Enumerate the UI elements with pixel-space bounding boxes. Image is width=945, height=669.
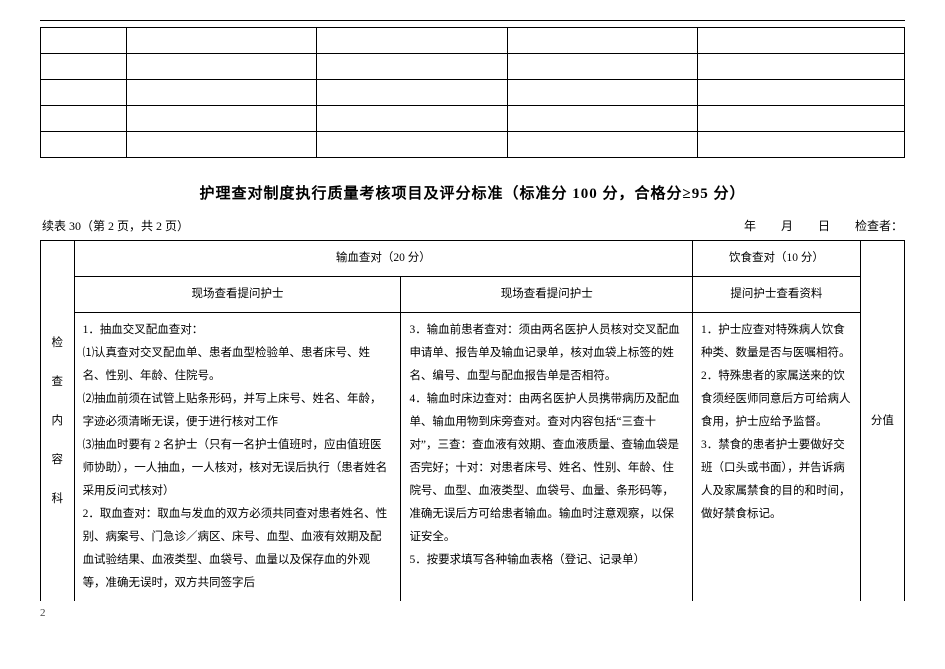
page-number: 2 (40, 607, 905, 619)
empty-cell (127, 132, 317, 158)
side-header-vertical: 检 查 内 容 科 (41, 241, 75, 602)
subheader-3: 提问护士查看资料 (692, 277, 860, 313)
empty-cell (41, 80, 127, 106)
score-header: 分值 (860, 241, 904, 602)
subheader-1: 现场查看提问护士 (74, 277, 401, 313)
content-col-c: 1．护士应查对特殊病人饮食种类、数量是否与医嘱相符。 2．特殊患者的家属送来的饮… (692, 313, 860, 602)
empty-cell (317, 132, 507, 158)
meta-month: 月 (781, 219, 793, 233)
meta-left: 续表 30（第 2 页，共 2 页） (42, 217, 189, 234)
blood-section-header: 输血查对（20 分） (74, 241, 692, 277)
empty-cell (697, 106, 904, 132)
empty-cell (317, 80, 507, 106)
empty-cell (697, 132, 904, 158)
empty-cell (697, 28, 904, 54)
empty-cell (507, 132, 697, 158)
empty-cell (41, 54, 127, 80)
subheader-2: 现场查看提问护士 (401, 277, 693, 313)
empty-cell (507, 80, 697, 106)
empty-cell (507, 106, 697, 132)
empty-cell (127, 28, 317, 54)
assessment-table: 检 查 内 容 科 输血查对（20 分） 饮食查对（10 分） 分值 现场查看提… (40, 240, 905, 601)
content-col-a: 1．抽血交叉配血查对： ⑴认真查对交叉配血单、患者血型检验单、患者床号、姓名、性… (74, 313, 401, 602)
document-title: 护理查对制度执行质量考核项目及评分标准（标准分 100 分，合格分≥95 分） (40, 182, 905, 203)
empty-cell (317, 106, 507, 132)
empty-grid-table (40, 27, 905, 158)
empty-cell (127, 80, 317, 106)
meta-day: 日 (818, 219, 830, 233)
content-col-b: 3．输血前患者查对：须由两名医护人员核对交叉配血申请单、报告单及输血记录单，核对… (401, 313, 693, 602)
empty-cell (697, 80, 904, 106)
empty-cell (507, 54, 697, 80)
empty-cell (127, 106, 317, 132)
empty-cell (41, 28, 127, 54)
meta-checker: 检查者： (855, 219, 903, 233)
meta-right: 年 月 日 检查者： (722, 217, 903, 234)
empty-cell (507, 28, 697, 54)
top-rule (40, 20, 905, 21)
diet-section-header: 饮食查对（10 分） (692, 241, 860, 277)
empty-cell (41, 106, 127, 132)
empty-cell (41, 132, 127, 158)
meta-year: 年 (744, 219, 756, 233)
empty-cell (317, 28, 507, 54)
meta-row: 续表 30（第 2 页，共 2 页） 年 月 日 检查者： (40, 217, 905, 234)
empty-cell (697, 54, 904, 80)
empty-cell (317, 54, 507, 80)
empty-cell (127, 54, 317, 80)
